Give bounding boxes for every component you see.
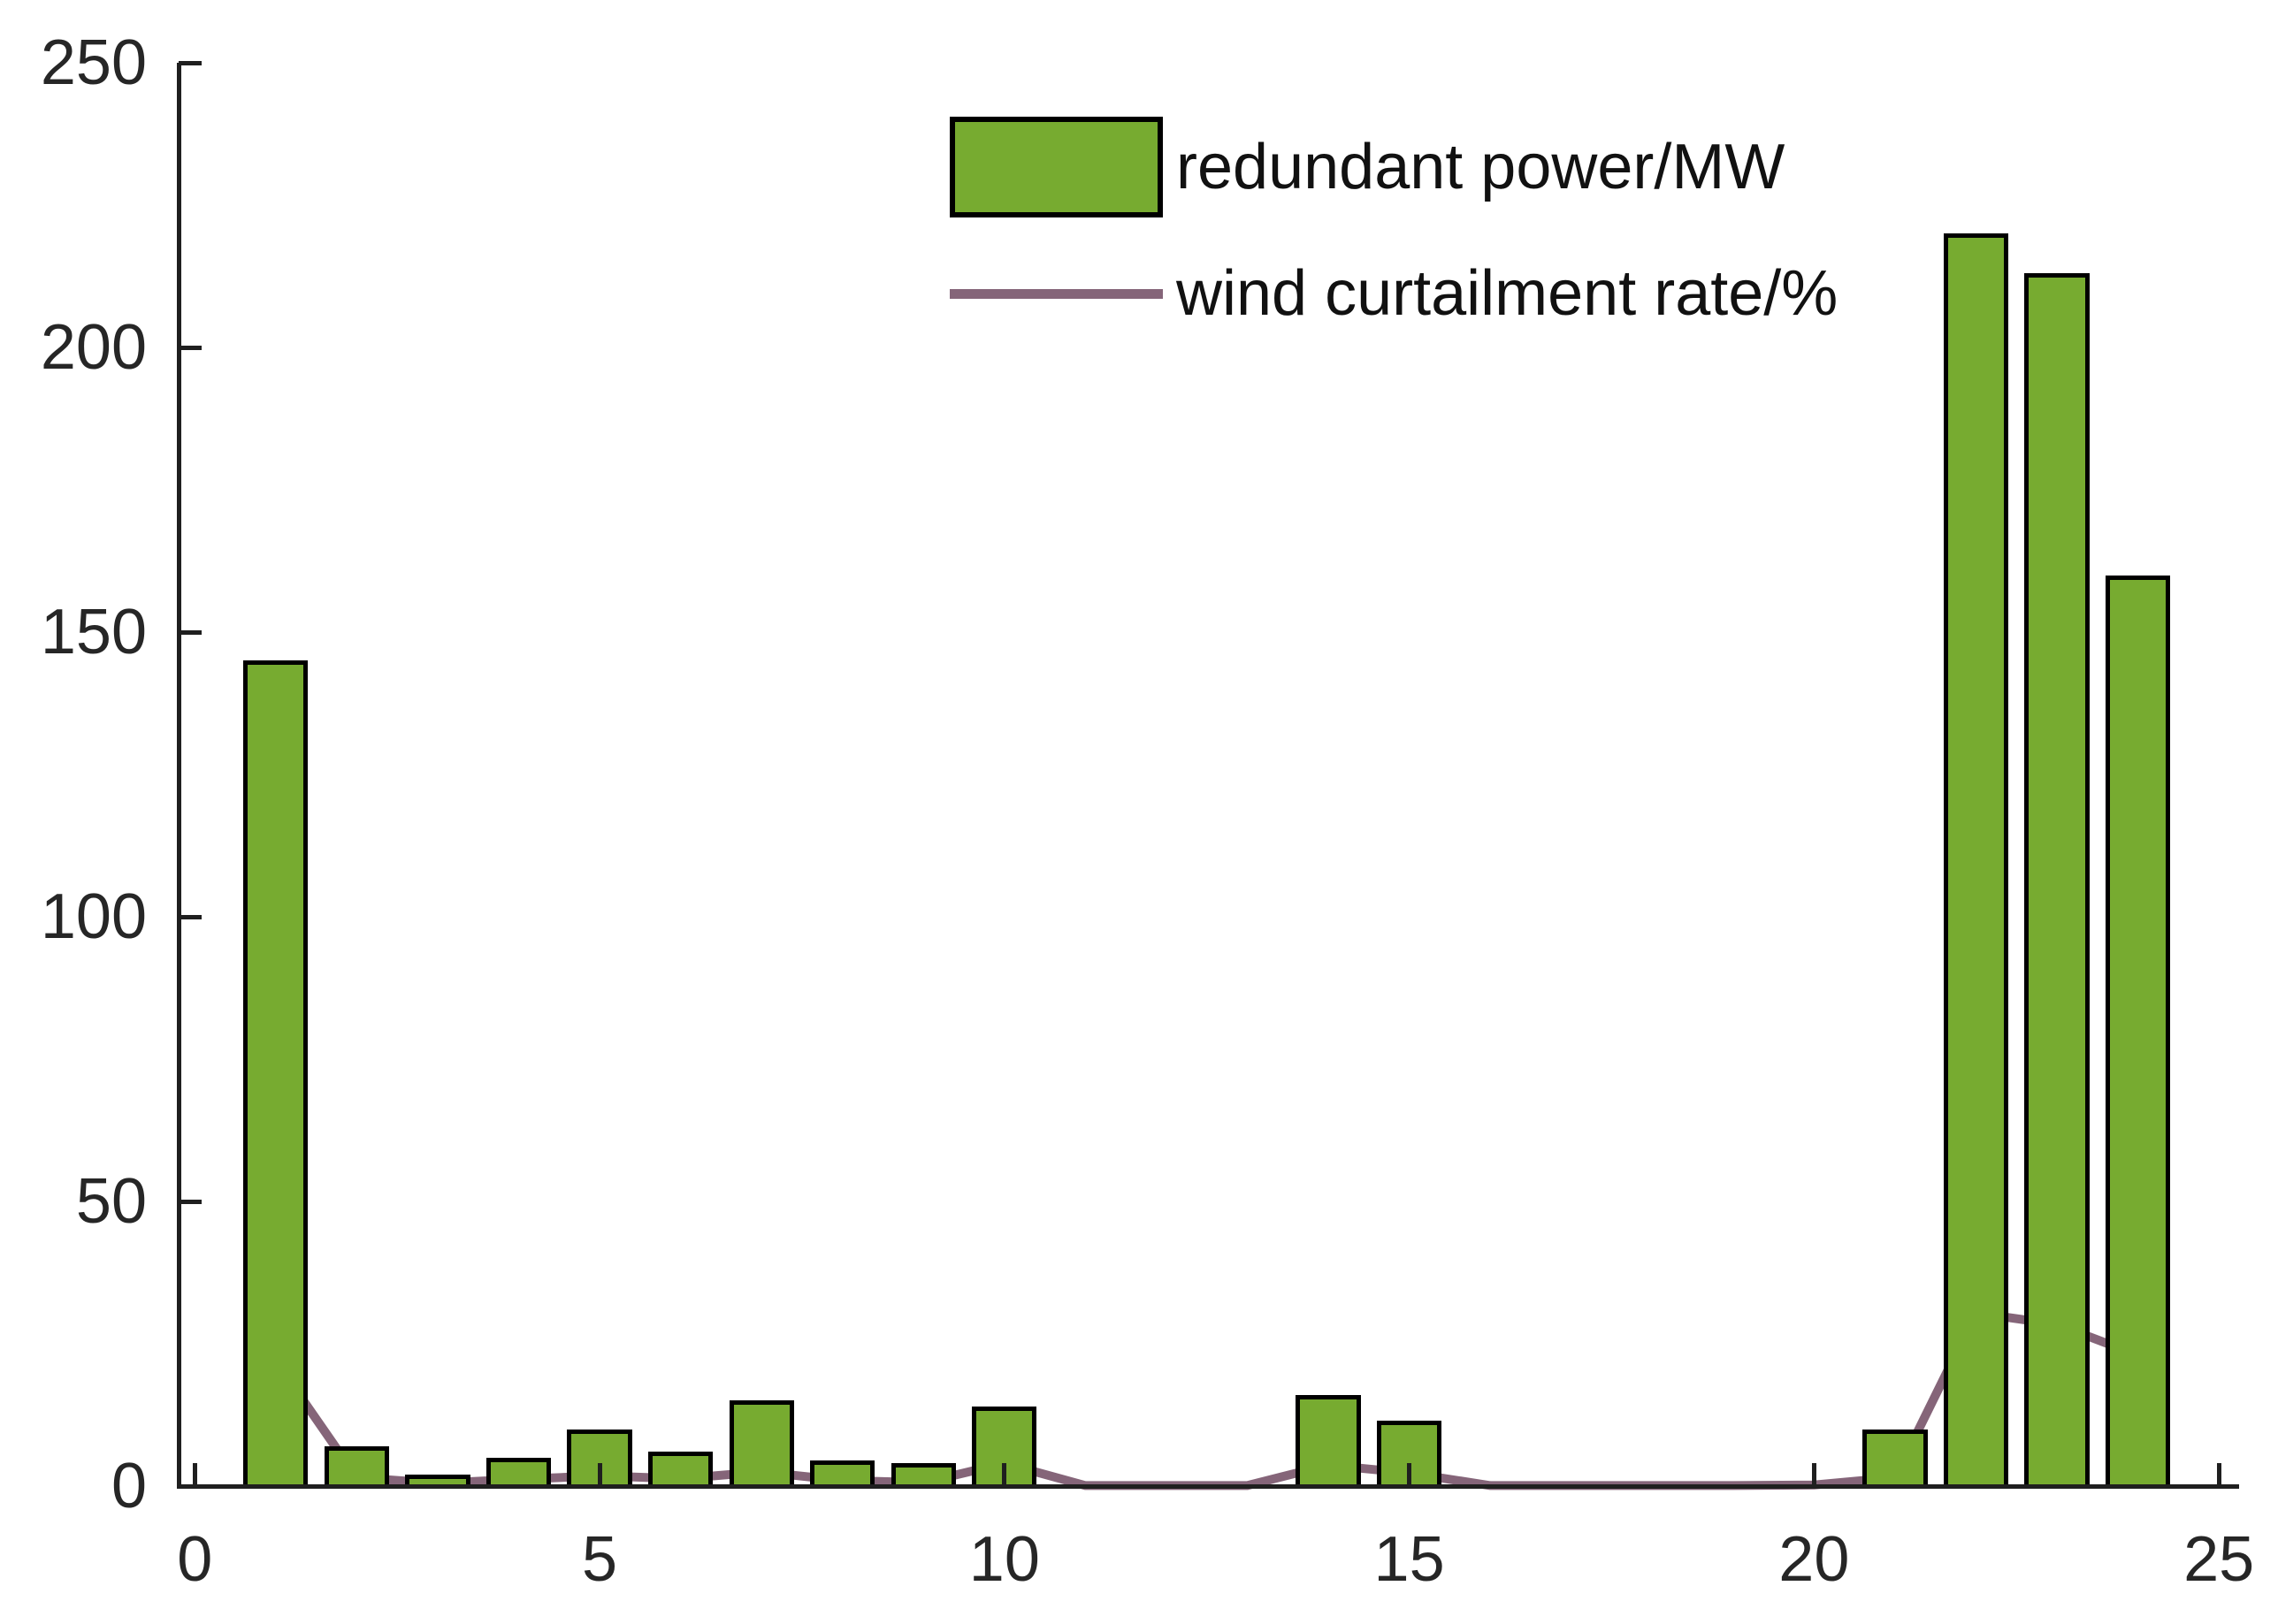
bar-x23 [2024, 273, 2090, 1489]
bar-x14 [1296, 1394, 1361, 1489]
x-tick-label-20: 20 [1778, 1524, 1850, 1595]
y-tick-label-100: 100 [40, 881, 147, 952]
y-tick-label-250: 250 [40, 27, 147, 98]
bar-x1 [243, 660, 309, 1489]
x-tick-label-0: 0 [177, 1524, 213, 1595]
x-tick-20 [1811, 1463, 1816, 1486]
x-tick-label-15: 15 [1373, 1524, 1445, 1595]
y-tick-label-200: 200 [40, 312, 147, 383]
x-tick-5 [597, 1463, 602, 1486]
legend-bar-swatch [950, 117, 1163, 217]
y-tick-label-0: 0 [111, 1451, 147, 1521]
y-tick-0 [179, 1483, 202, 1489]
y-tick-label-50: 50 [75, 1166, 147, 1237]
x-tick-15 [1407, 1463, 1412, 1486]
legend-line-swatch [950, 289, 1163, 299]
bar-x6 [648, 1452, 714, 1489]
x-tick-label-25: 25 [2183, 1524, 2255, 1595]
x-tick-25 [2216, 1463, 2221, 1486]
y-tick-50 [179, 1199, 202, 1204]
y-tick-200 [179, 345, 202, 350]
bar-x22 [1943, 233, 2009, 1489]
curtailment-line [271, 1308, 2140, 1491]
y-tick-150 [179, 629, 202, 635]
y-axis-spine [177, 63, 181, 1489]
x-tick-label-10: 10 [968, 1524, 1040, 1595]
x-tick-label-5: 5 [582, 1524, 618, 1595]
bar-x21 [1862, 1429, 1928, 1489]
bar-x2 [324, 1445, 390, 1489]
x-axis-spine [177, 1484, 2239, 1489]
bar-x7 [729, 1400, 794, 1489]
y-tick-label-150: 150 [40, 597, 147, 667]
y-tick-250 [179, 60, 202, 65]
legend-label-redundant-power: redundant power/MW [1176, 132, 1785, 202]
x-tick-10 [1002, 1463, 1007, 1486]
bar-x24 [2105, 575, 2171, 1489]
legend-label-wind-curtailment: wind curtailment rate/% [1176, 258, 1838, 329]
y-tick-100 [179, 914, 202, 919]
x-tick-0 [192, 1463, 197, 1486]
